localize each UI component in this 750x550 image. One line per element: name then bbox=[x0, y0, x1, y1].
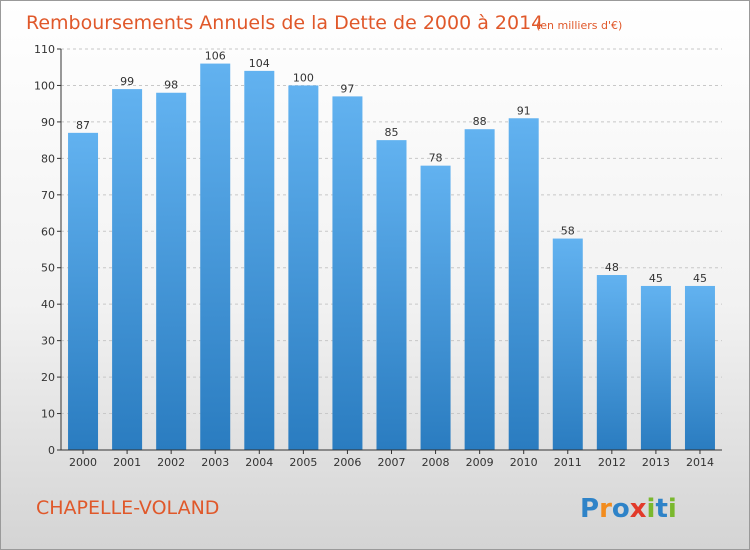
bar-2014 bbox=[684, 285, 715, 450]
bar-2006 bbox=[332, 96, 363, 451]
x-tick-label: 2012 bbox=[598, 456, 626, 469]
bar-2009 bbox=[464, 129, 495, 450]
y-tick-label: 70 bbox=[41, 189, 55, 202]
bar-2005 bbox=[288, 85, 319, 451]
commune-name: CHAPELLE-VOLAND bbox=[36, 497, 219, 519]
logo-letter: P bbox=[580, 494, 599, 524]
x-tick-label: 2008 bbox=[422, 456, 450, 469]
logo-letter: x bbox=[630, 494, 647, 524]
x-tick-label: 2001 bbox=[113, 456, 141, 469]
bar-2000 bbox=[68, 132, 99, 450]
bar-value-label: 48 bbox=[605, 261, 619, 274]
x-tick-label: 2013 bbox=[642, 456, 670, 469]
bars: 87 99 98 106 104 100 97 85 78 88 91 58 48 45 45 bbox=[68, 50, 715, 451]
x-tick-label: 2002 bbox=[157, 456, 185, 469]
bar-value-label: 87 bbox=[76, 119, 90, 132]
bar-value-label: 91 bbox=[517, 104, 531, 117]
bar-2001 bbox=[112, 89, 143, 450]
bar-value-label: 45 bbox=[693, 272, 707, 285]
proxiti-logo: Proxiti bbox=[580, 494, 677, 524]
logo-letter: i bbox=[647, 494, 656, 524]
bar-2010 bbox=[508, 118, 539, 450]
y-tick-label: 20 bbox=[41, 371, 55, 384]
chart-title: Remboursements Annuels de la Dette de 20… bbox=[26, 12, 543, 34]
x-tick-label: 2005 bbox=[289, 456, 317, 469]
bar-2012 bbox=[596, 275, 627, 450]
y-tick-label: 40 bbox=[41, 298, 55, 311]
y-tick-label: 30 bbox=[41, 335, 55, 348]
bar-2011 bbox=[552, 238, 583, 450]
bar-value-label: 98 bbox=[164, 79, 178, 92]
x-tick-label: 2010 bbox=[510, 456, 538, 469]
bar-value-label: 78 bbox=[429, 152, 443, 165]
logo-letter: r bbox=[599, 494, 612, 524]
bar-2002 bbox=[156, 92, 187, 450]
bar-value-label: 97 bbox=[340, 82, 354, 95]
x-tick-label: 2004 bbox=[245, 456, 273, 469]
bar-2007 bbox=[376, 140, 407, 451]
bar-value-label: 106 bbox=[205, 50, 226, 63]
y-tick-label: 50 bbox=[41, 262, 55, 275]
logo-letter: t bbox=[655, 494, 667, 524]
x-tick-label: 2000 bbox=[69, 456, 97, 469]
bar-value-label: 85 bbox=[385, 126, 399, 139]
x-tick-label: 2003 bbox=[201, 456, 229, 469]
x-tick-label: 2014 bbox=[686, 456, 714, 469]
x-tick-label: 2011 bbox=[554, 456, 582, 469]
axes: 0 10 20 30 40 50 60 70 80 90 100 110 2000 2001 2002 200… bbox=[34, 43, 722, 469]
y-tick-label: 0 bbox=[48, 444, 55, 457]
bar-value-label: 45 bbox=[649, 272, 663, 285]
bar-value-label: 88 bbox=[473, 115, 487, 128]
y-tick-label: 80 bbox=[41, 152, 55, 165]
logo-letter: i bbox=[668, 494, 677, 524]
y-tick-label: 90 bbox=[41, 116, 55, 129]
x-tick-label: 2007 bbox=[378, 456, 406, 469]
bar-value-label: 99 bbox=[120, 75, 134, 88]
bar-2013 bbox=[640, 285, 671, 450]
y-tick-label: 10 bbox=[41, 408, 55, 421]
bar-value-label: 104 bbox=[249, 57, 270, 70]
chart-subtitle: (en milliers d'€) bbox=[536, 19, 622, 32]
bar-value-label: 100 bbox=[293, 71, 314, 84]
bar-value-label: 58 bbox=[561, 225, 575, 238]
y-tick-label: 110 bbox=[34, 43, 55, 56]
bar-2008 bbox=[420, 165, 451, 450]
x-tick-label: 2009 bbox=[466, 456, 494, 469]
y-tick-label: 60 bbox=[41, 225, 55, 238]
x-tick-label: 2006 bbox=[333, 456, 361, 469]
y-tick-label: 100 bbox=[34, 79, 55, 92]
bar-2003 bbox=[200, 63, 231, 450]
bar-2004 bbox=[244, 70, 275, 450]
logo-letter: o bbox=[612, 494, 630, 524]
